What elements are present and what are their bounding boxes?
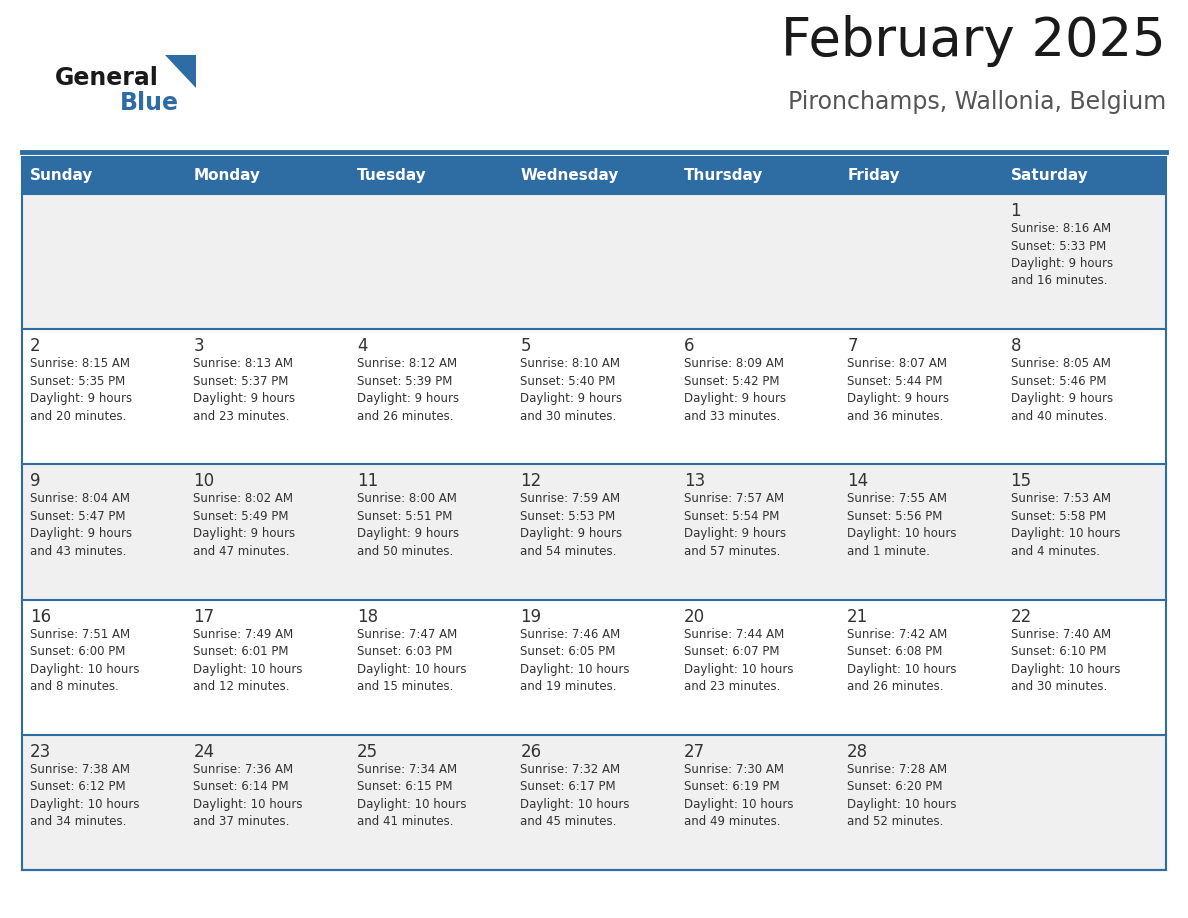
- Bar: [23, 465, 1165, 599]
- Text: Sunrise: 8:04 AM
Sunset: 5:47 PM
Daylight: 9 hours
and 43 minutes.: Sunrise: 8:04 AM Sunset: 5:47 PM Dayligh…: [30, 492, 132, 558]
- Text: 13: 13: [684, 473, 704, 490]
- Text: 25: 25: [356, 743, 378, 761]
- Text: Blue: Blue: [120, 91, 179, 115]
- Text: Sunrise: 7:53 AM
Sunset: 5:58 PM
Daylight: 10 hours
and 4 minutes.: Sunrise: 7:53 AM Sunset: 5:58 PM Dayligh…: [1011, 492, 1120, 558]
- Text: February 2025: February 2025: [782, 15, 1165, 67]
- Text: Sunrise: 7:59 AM
Sunset: 5:53 PM
Daylight: 9 hours
and 54 minutes.: Sunrise: 7:59 AM Sunset: 5:53 PM Dayligh…: [520, 492, 623, 558]
- Text: Sunrise: 8:09 AM
Sunset: 5:42 PM
Daylight: 9 hours
and 33 minutes.: Sunrise: 8:09 AM Sunset: 5:42 PM Dayligh…: [684, 357, 785, 422]
- Text: 7: 7: [847, 337, 858, 355]
- Text: 20: 20: [684, 608, 704, 625]
- Text: Sunday: Sunday: [30, 168, 94, 183]
- Bar: [23, 734, 1165, 870]
- Text: Sunrise: 8:13 AM
Sunset: 5:37 PM
Daylight: 9 hours
and 23 minutes.: Sunrise: 8:13 AM Sunset: 5:37 PM Dayligh…: [194, 357, 296, 422]
- Text: Wednesday: Wednesday: [520, 168, 619, 183]
- Text: Sunrise: 8:02 AM
Sunset: 5:49 PM
Daylight: 9 hours
and 47 minutes.: Sunrise: 8:02 AM Sunset: 5:49 PM Dayligh…: [194, 492, 296, 558]
- Text: Sunrise: 7:28 AM
Sunset: 6:20 PM
Daylight: 10 hours
and 52 minutes.: Sunrise: 7:28 AM Sunset: 6:20 PM Dayligh…: [847, 763, 956, 828]
- Text: Thursday: Thursday: [684, 168, 763, 183]
- Text: 11: 11: [356, 473, 378, 490]
- Text: 2: 2: [30, 337, 40, 355]
- Text: 5: 5: [520, 337, 531, 355]
- Bar: [23, 194, 1165, 330]
- Text: General: General: [55, 66, 159, 90]
- Text: 1: 1: [1011, 202, 1022, 220]
- Text: Sunrise: 7:51 AM
Sunset: 6:00 PM
Daylight: 10 hours
and 8 minutes.: Sunrise: 7:51 AM Sunset: 6:00 PM Dayligh…: [30, 628, 139, 693]
- Text: 15: 15: [1011, 473, 1031, 490]
- Text: Sunrise: 8:16 AM
Sunset: 5:33 PM
Daylight: 9 hours
and 16 minutes.: Sunrise: 8:16 AM Sunset: 5:33 PM Dayligh…: [1011, 222, 1113, 287]
- Bar: [23, 330, 1165, 465]
- Text: 23: 23: [30, 743, 51, 761]
- Text: Saturday: Saturday: [1011, 168, 1088, 183]
- Text: Sunrise: 8:12 AM
Sunset: 5:39 PM
Daylight: 9 hours
and 26 minutes.: Sunrise: 8:12 AM Sunset: 5:39 PM Dayligh…: [356, 357, 459, 422]
- Text: Sunrise: 8:05 AM
Sunset: 5:46 PM
Daylight: 9 hours
and 40 minutes.: Sunrise: 8:05 AM Sunset: 5:46 PM Dayligh…: [1011, 357, 1113, 422]
- Text: 19: 19: [520, 608, 542, 625]
- Text: Sunrise: 7:30 AM
Sunset: 6:19 PM
Daylight: 10 hours
and 49 minutes.: Sunrise: 7:30 AM Sunset: 6:19 PM Dayligh…: [684, 763, 794, 828]
- Text: Sunrise: 7:38 AM
Sunset: 6:12 PM
Daylight: 10 hours
and 34 minutes.: Sunrise: 7:38 AM Sunset: 6:12 PM Dayligh…: [30, 763, 139, 828]
- Text: 6: 6: [684, 337, 694, 355]
- Text: Sunrise: 7:47 AM
Sunset: 6:03 PM
Daylight: 10 hours
and 15 minutes.: Sunrise: 7:47 AM Sunset: 6:03 PM Dayligh…: [356, 628, 467, 693]
- Text: 26: 26: [520, 743, 542, 761]
- Text: Sunrise: 7:57 AM
Sunset: 5:54 PM
Daylight: 9 hours
and 57 minutes.: Sunrise: 7:57 AM Sunset: 5:54 PM Dayligh…: [684, 492, 785, 558]
- Text: 21: 21: [847, 608, 868, 625]
- Text: Monday: Monday: [194, 168, 260, 183]
- Text: 3: 3: [194, 337, 204, 355]
- Text: Friday: Friday: [847, 168, 899, 183]
- Text: Sunrise: 8:10 AM
Sunset: 5:40 PM
Daylight: 9 hours
and 30 minutes.: Sunrise: 8:10 AM Sunset: 5:40 PM Dayligh…: [520, 357, 623, 422]
- Text: Tuesday: Tuesday: [356, 168, 426, 183]
- Text: Sunrise: 7:32 AM
Sunset: 6:17 PM
Daylight: 10 hours
and 45 minutes.: Sunrise: 7:32 AM Sunset: 6:17 PM Dayligh…: [520, 763, 630, 828]
- Text: 4: 4: [356, 337, 367, 355]
- Text: Sunrise: 7:40 AM
Sunset: 6:10 PM
Daylight: 10 hours
and 30 minutes.: Sunrise: 7:40 AM Sunset: 6:10 PM Dayligh…: [1011, 628, 1120, 693]
- Text: Sunrise: 7:34 AM
Sunset: 6:15 PM
Daylight: 10 hours
and 41 minutes.: Sunrise: 7:34 AM Sunset: 6:15 PM Dayligh…: [356, 763, 467, 828]
- Text: 8: 8: [1011, 337, 1020, 355]
- Text: Sunrise: 7:49 AM
Sunset: 6:01 PM
Daylight: 10 hours
and 12 minutes.: Sunrise: 7:49 AM Sunset: 6:01 PM Dayligh…: [194, 628, 303, 693]
- Text: 16: 16: [30, 608, 51, 625]
- Text: Sunrise: 8:00 AM
Sunset: 5:51 PM
Daylight: 9 hours
and 50 minutes.: Sunrise: 8:00 AM Sunset: 5:51 PM Dayligh…: [356, 492, 459, 558]
- Text: 24: 24: [194, 743, 215, 761]
- Text: 10: 10: [194, 473, 215, 490]
- Text: Sunrise: 7:46 AM
Sunset: 6:05 PM
Daylight: 10 hours
and 19 minutes.: Sunrise: 7:46 AM Sunset: 6:05 PM Dayligh…: [520, 628, 630, 693]
- Bar: [23, 599, 1165, 734]
- Text: 22: 22: [1011, 608, 1032, 625]
- Text: Sunrise: 7:44 AM
Sunset: 6:07 PM
Daylight: 10 hours
and 23 minutes.: Sunrise: 7:44 AM Sunset: 6:07 PM Dayligh…: [684, 628, 794, 693]
- Text: 18: 18: [356, 608, 378, 625]
- Text: Sunrise: 8:07 AM
Sunset: 5:44 PM
Daylight: 9 hours
and 36 minutes.: Sunrise: 8:07 AM Sunset: 5:44 PM Dayligh…: [847, 357, 949, 422]
- Text: Sunrise: 7:55 AM
Sunset: 5:56 PM
Daylight: 10 hours
and 1 minute.: Sunrise: 7:55 AM Sunset: 5:56 PM Dayligh…: [847, 492, 956, 558]
- Text: Pironchamps, Wallonia, Belgium: Pironchamps, Wallonia, Belgium: [788, 90, 1165, 114]
- Text: Sunrise: 8:15 AM
Sunset: 5:35 PM
Daylight: 9 hours
and 20 minutes.: Sunrise: 8:15 AM Sunset: 5:35 PM Dayligh…: [30, 357, 132, 422]
- Bar: [23, 157, 1165, 870]
- Text: 28: 28: [847, 743, 868, 761]
- Text: 12: 12: [520, 473, 542, 490]
- Text: Sunrise: 7:42 AM
Sunset: 6:08 PM
Daylight: 10 hours
and 26 minutes.: Sunrise: 7:42 AM Sunset: 6:08 PM Dayligh…: [847, 628, 956, 693]
- Text: 14: 14: [847, 473, 868, 490]
- Polygon shape: [165, 55, 196, 88]
- Text: 9: 9: [30, 473, 40, 490]
- Bar: [23, 157, 1165, 194]
- Text: Sunrise: 7:36 AM
Sunset: 6:14 PM
Daylight: 10 hours
and 37 minutes.: Sunrise: 7:36 AM Sunset: 6:14 PM Dayligh…: [194, 763, 303, 828]
- Text: 17: 17: [194, 608, 215, 625]
- Text: 27: 27: [684, 743, 704, 761]
